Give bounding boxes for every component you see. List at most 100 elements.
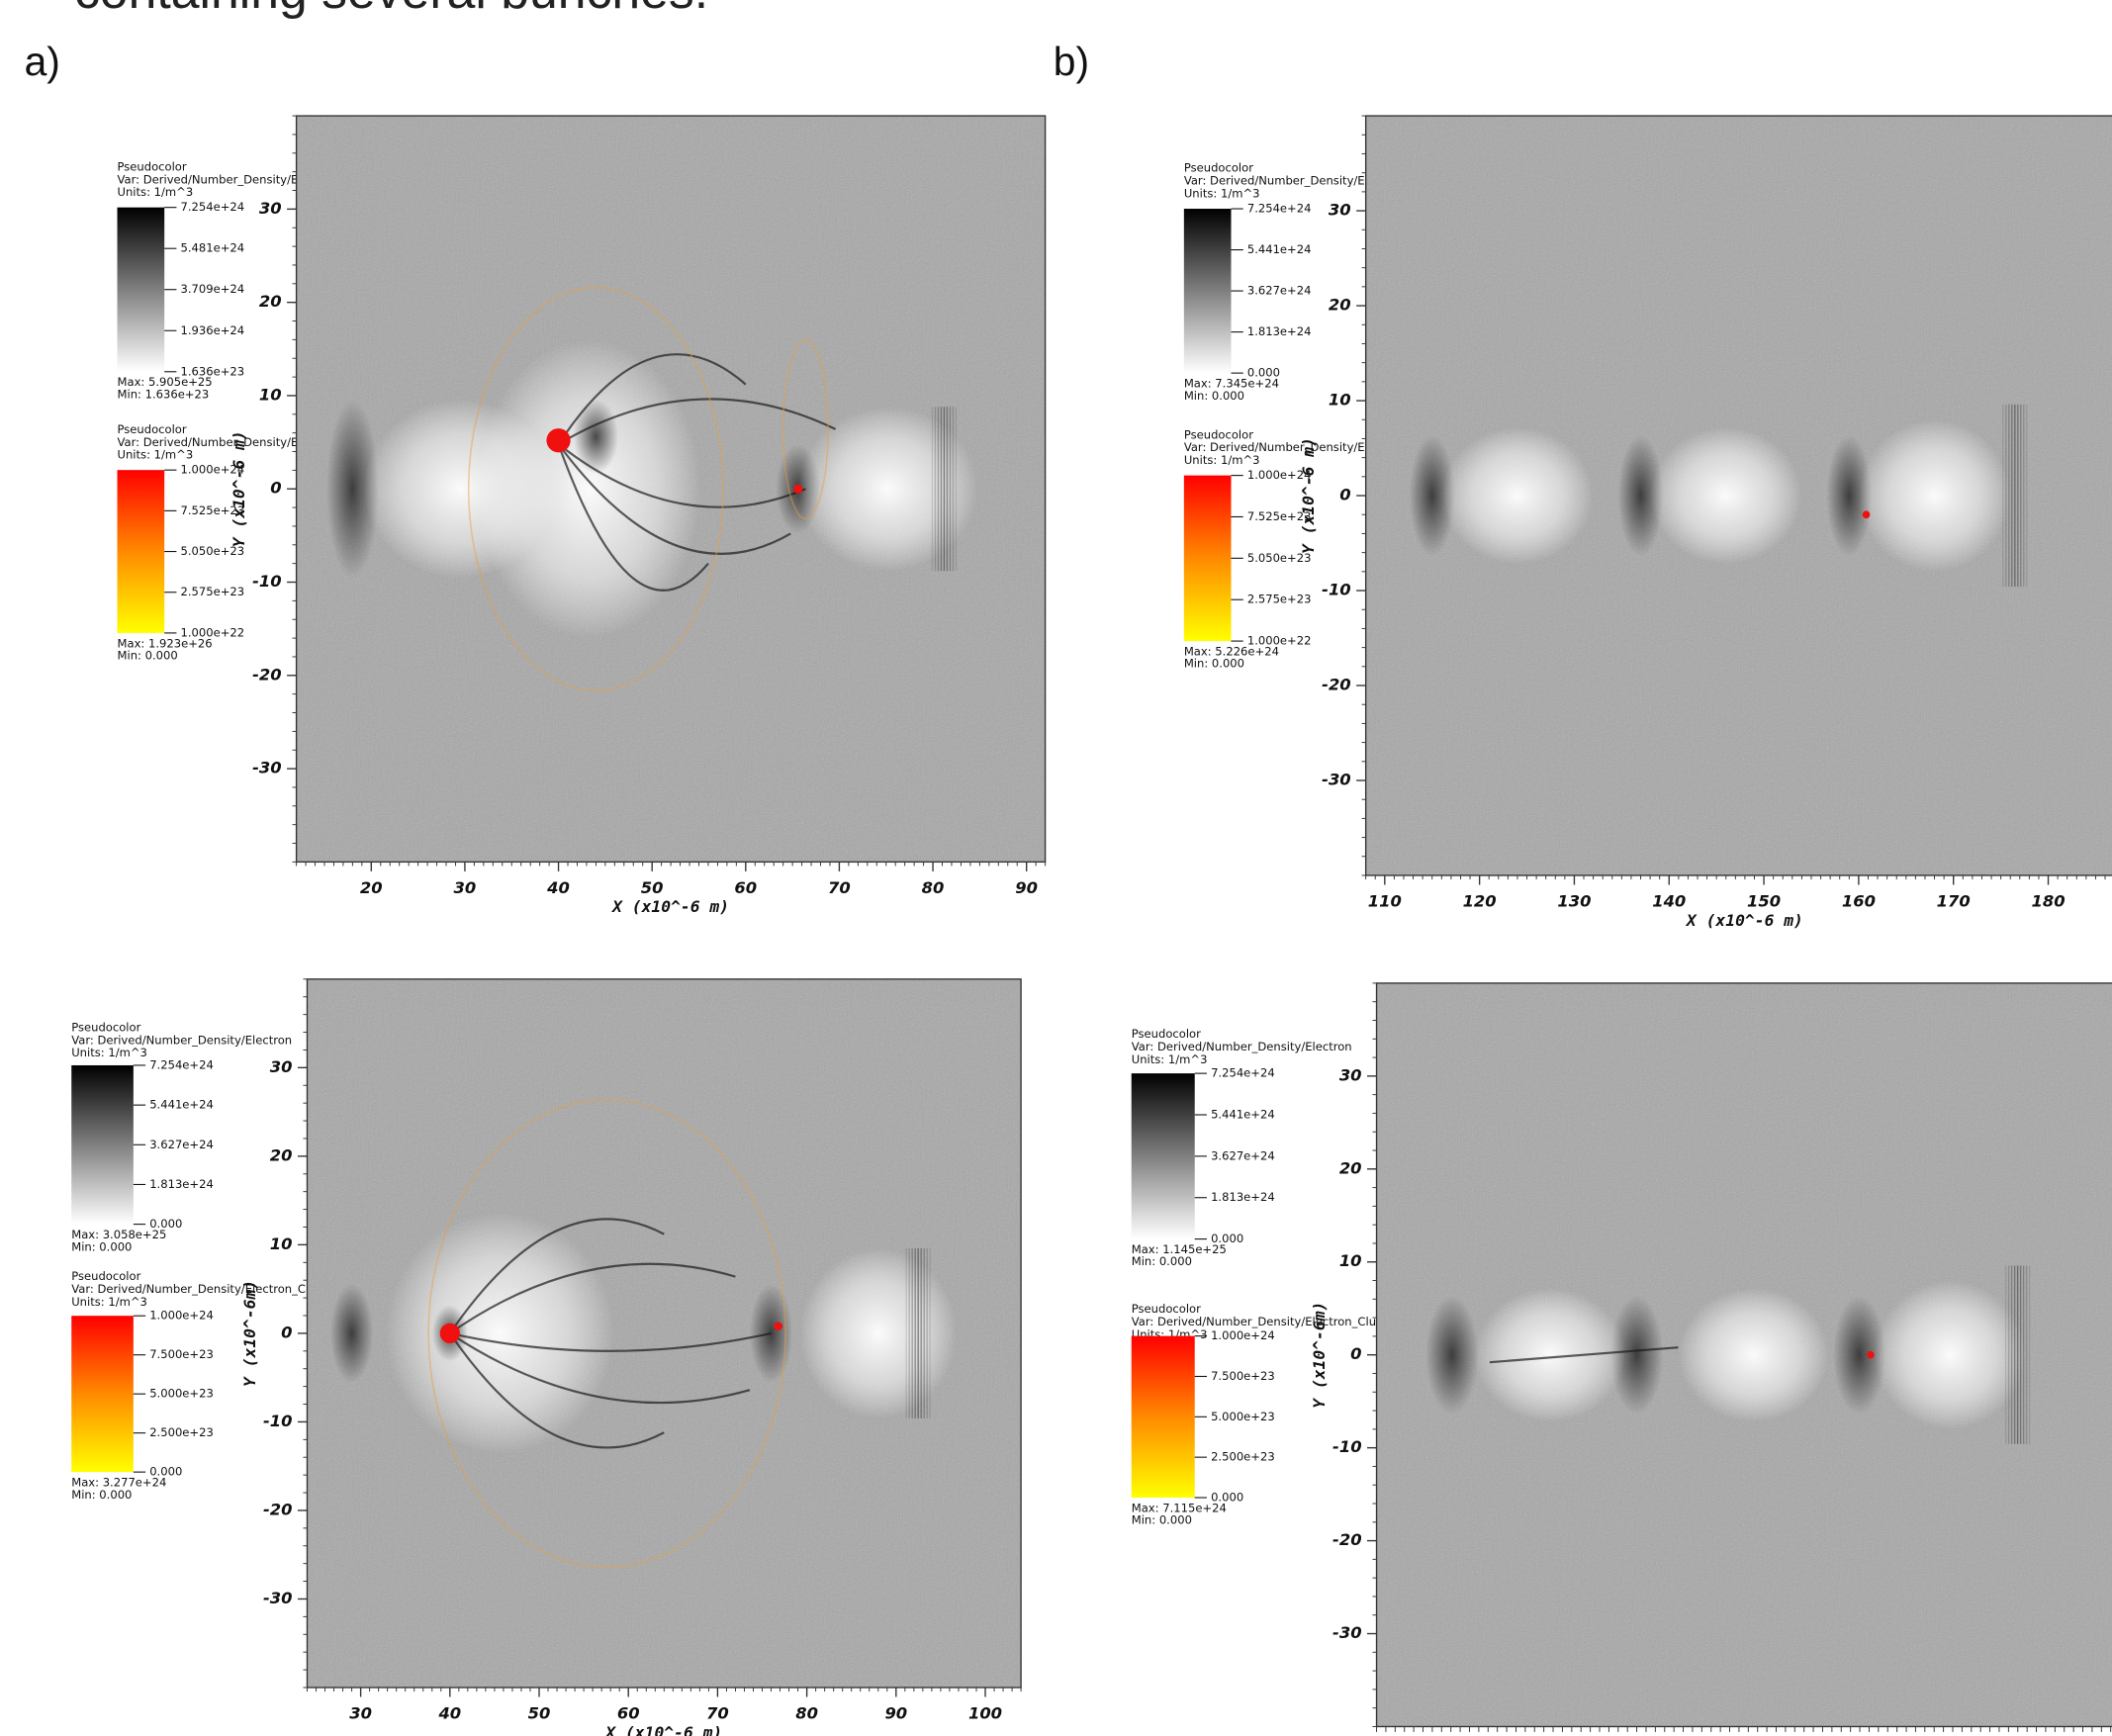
level-label: 7.254e+24 xyxy=(1247,202,1312,216)
y-tick-label: -20 xyxy=(1322,676,1351,694)
legend-var: Var: Derived/Number_Density/Electron xyxy=(1132,1040,1352,1053)
legend-var: Var: Derived/Number_Density/Electron xyxy=(71,1033,292,1047)
density-bubble xyxy=(1474,1288,1626,1422)
legend-min: Min: 0.000 xyxy=(1132,1513,1192,1527)
x-tick-label: 110 xyxy=(1368,892,1402,911)
cluster-bunch xyxy=(793,484,803,494)
plot-image xyxy=(296,116,1046,863)
level-label: 5.441e+24 xyxy=(149,1098,214,1112)
panel-label: b) xyxy=(1054,39,1089,84)
level-label: 7.525e+23 xyxy=(1247,509,1312,523)
x-tick-label: 90 xyxy=(1015,878,1038,897)
density-shell xyxy=(329,1283,374,1384)
x-axis-label: X (x10^-6 m) xyxy=(603,1723,722,1736)
legend-var: Var: Derived/Number_Density/Electron xyxy=(1184,174,1405,188)
cluster-bunch xyxy=(1862,510,1871,519)
plot-image xyxy=(307,978,1022,1688)
legend-max: Max: 1.923e+26 xyxy=(118,636,213,650)
filament xyxy=(449,1331,772,1352)
x-tick-label: 60 xyxy=(734,878,757,897)
x-tick-label: 50 xyxy=(528,1704,551,1723)
level-label: 0.000 xyxy=(149,1465,182,1479)
legend-max: Max: 3.277e+24 xyxy=(71,1476,166,1490)
filament xyxy=(1489,1346,1679,1364)
x-tick-label: 160 xyxy=(1842,892,1876,911)
legend-units: Units: 1/m^3 xyxy=(118,448,194,462)
level-label: 1.936e+24 xyxy=(181,323,245,337)
density-bubble xyxy=(797,407,978,572)
legend-max: Max: 5.226e+24 xyxy=(1184,644,1279,658)
density-bubble xyxy=(1874,1280,2026,1429)
level-label: 5.000e+23 xyxy=(149,1387,214,1401)
legend-min: Min: 0.000 xyxy=(1184,657,1244,671)
legend-title: Pseudocolor xyxy=(118,159,187,173)
x-tick-label: 30 xyxy=(349,1704,372,1723)
density-shell xyxy=(1832,1295,1886,1415)
density-bubble xyxy=(1650,426,1802,565)
cluster-bunch xyxy=(1867,1350,1875,1359)
filament xyxy=(557,353,747,445)
legend-max: Max: 7.115e+24 xyxy=(1132,1501,1227,1514)
plot-image xyxy=(1376,982,2112,1727)
legend-title: Pseudocolor xyxy=(1184,427,1253,441)
density-shell xyxy=(325,399,379,579)
colorbar xyxy=(1131,1335,1195,1499)
level-label: 0.000 xyxy=(149,1217,182,1231)
y-tick-label: 10 xyxy=(1339,1251,1362,1270)
density-bubble xyxy=(1678,1288,1830,1422)
level-label: 3.709e+24 xyxy=(181,282,245,296)
x-tick-label: 170 xyxy=(1937,892,1971,911)
legend-min: Min: 0.000 xyxy=(71,1239,132,1253)
legend-min: Min: 0.000 xyxy=(118,649,178,663)
colorbar xyxy=(1183,475,1232,642)
legend-units: Units: 1/m^3 xyxy=(1184,187,1260,201)
y-tick-label: -20 xyxy=(252,665,281,684)
density-shell xyxy=(1826,434,1873,557)
density-bubble xyxy=(1441,426,1594,565)
level-label: 5.000e+23 xyxy=(1211,1410,1275,1423)
density-shell xyxy=(573,399,619,475)
x-tick-label: 70 xyxy=(828,878,851,897)
legend-min: Min: 0.000 xyxy=(1184,389,1244,403)
legend-title: Pseudocolor xyxy=(1184,161,1253,175)
cluster-bunch xyxy=(774,1322,783,1331)
legend-max: Max: 1.145e+25 xyxy=(1132,1242,1227,1256)
level-label: 2.500e+23 xyxy=(1211,1450,1275,1464)
legend-units: Units: 1/m^3 xyxy=(1132,1052,1208,1066)
cluster-arc xyxy=(427,1098,786,1569)
x-tick-label: 120 xyxy=(1463,892,1497,911)
legend-max: Max: 3.058e+25 xyxy=(71,1228,166,1241)
y-tick-label: -30 xyxy=(1322,771,1351,789)
x-tick-label: 50 xyxy=(641,878,664,897)
y-tick-label: 30 xyxy=(259,199,282,218)
density-shell xyxy=(1409,434,1455,557)
y-tick-label: 20 xyxy=(1339,1158,1362,1177)
y-tick-label: -30 xyxy=(252,759,281,777)
x-tick-label: 80 xyxy=(795,1704,818,1723)
colorbar xyxy=(117,207,165,372)
level-label: 0.000 xyxy=(1211,1232,1243,1245)
level-label: 1.000e+24 xyxy=(149,1309,214,1323)
level-label: 1.813e+24 xyxy=(1211,1190,1275,1204)
x-tick-label: 180 xyxy=(2031,892,2065,911)
level-label: 1.000e+22 xyxy=(1247,634,1312,648)
y-axis-label: Y (x10^-6m) xyxy=(240,1280,259,1387)
x-axis-label: X (x10^-6 m) xyxy=(610,897,729,916)
legend-units: Units: 1/m^3 xyxy=(1184,453,1260,467)
y-tick-label: 30 xyxy=(1339,1065,1362,1084)
x-tick-label: 150 xyxy=(1747,892,1781,911)
level-label: 1.813e+24 xyxy=(1247,324,1312,338)
density-bubble xyxy=(385,1213,614,1454)
level-label: 3.627e+24 xyxy=(149,1138,214,1151)
y-tick-label: -20 xyxy=(1332,1530,1362,1549)
level-label: 3.627e+24 xyxy=(1247,284,1312,298)
level-label: 0.000 xyxy=(1247,366,1280,380)
cluster-arc xyxy=(781,338,829,520)
filament xyxy=(448,1332,665,1449)
filament xyxy=(557,443,791,555)
level-label: 2.575e+23 xyxy=(1247,593,1312,606)
y-tick-label: 30 xyxy=(270,1057,293,1076)
density-shell xyxy=(1609,1295,1664,1415)
